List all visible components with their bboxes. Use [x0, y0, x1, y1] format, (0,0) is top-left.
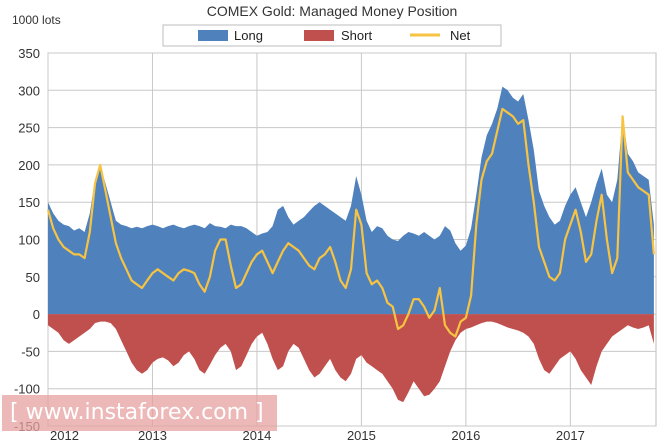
y-tick-label: -50 — [21, 344, 40, 359]
y-axis-unit-label: 1000 lots — [12, 13, 61, 27]
legend-label-long: Long — [234, 28, 263, 43]
y-tick-label: 200 — [18, 158, 40, 173]
x-tick-label: 2017 — [556, 428, 585, 443]
watermark: [ www.instaforex.com ] — [2, 395, 277, 431]
x-tick-label: 2013 — [138, 428, 167, 443]
y-tick-label: 350 — [18, 46, 40, 61]
plot-area — [46, 86, 655, 403]
x-tick-label: 2012 — [50, 428, 79, 443]
y-tick-label: 100 — [18, 233, 40, 248]
x-tick-label: 2016 — [451, 428, 480, 443]
y-tick-label: 150 — [18, 195, 40, 210]
legend-label-short: Short — [341, 28, 372, 43]
series-long-area — [48, 86, 654, 315]
legend-swatch-long — [198, 30, 228, 41]
series-net-line — [46, 107, 655, 338]
y-tick-label: 0 — [33, 307, 40, 322]
legend-label-net: Net — [450, 28, 471, 43]
x-tick-label: 2015 — [347, 428, 376, 443]
x-tick-label: 2014 — [242, 428, 271, 443]
y-tick-label: -100 — [14, 382, 40, 397]
y-tick-label: 250 — [18, 121, 40, 136]
legend: Long Short Net — [162, 24, 502, 47]
series-short-area — [48, 314, 654, 403]
x-axis-ticks: 2012 2013 2014 2015 2016 2017 — [50, 428, 585, 443]
legend-swatch-short — [304, 30, 334, 41]
y-tick-label: 50 — [26, 270, 40, 285]
chart-title: COMEX Gold: Managed Money Position — [207, 3, 458, 19]
y-tick-label: 300 — [18, 83, 40, 98]
